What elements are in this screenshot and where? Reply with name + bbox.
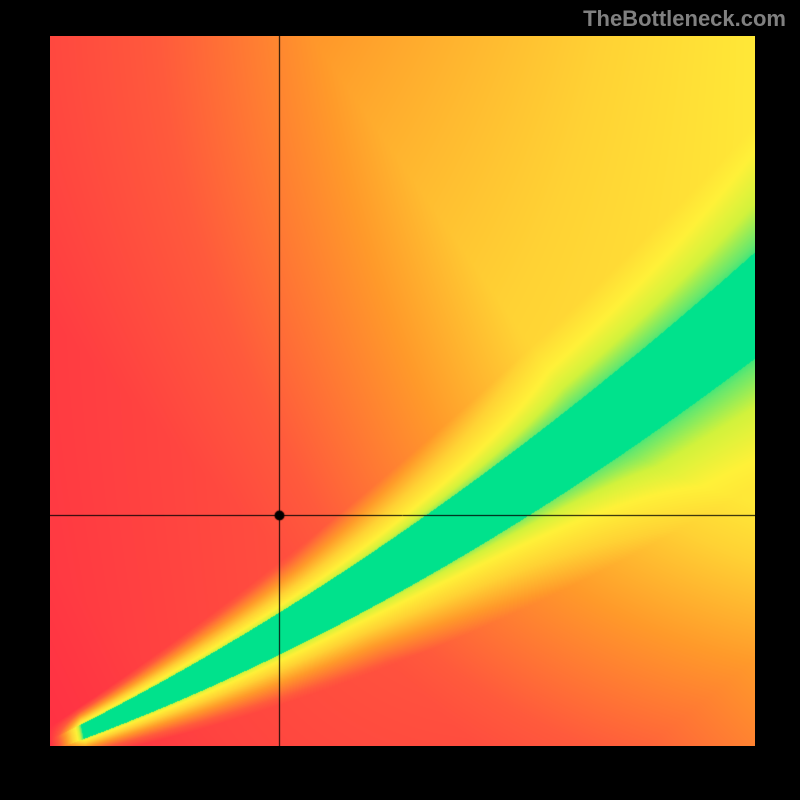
heatmap-canvas [50, 36, 755, 746]
bottleneck-heatmap [50, 36, 755, 746]
watermark-text: TheBottleneck.com [583, 6, 786, 32]
